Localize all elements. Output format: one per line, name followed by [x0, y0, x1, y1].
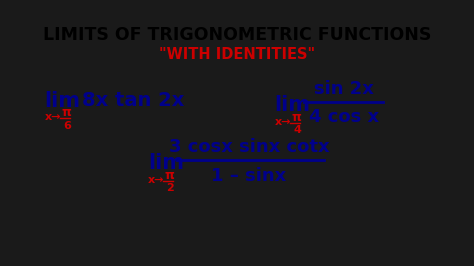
Text: 6: 6	[63, 121, 71, 131]
Text: x→: x→	[275, 117, 291, 127]
Text: LIMITS OF TRIGONOMETRIC FUNCTIONS: LIMITS OF TRIGONOMETRIC FUNCTIONS	[43, 26, 431, 44]
Text: "WITH IDENTITIES": "WITH IDENTITIES"	[159, 47, 315, 62]
Text: lim: lim	[148, 153, 184, 173]
Text: x→: x→	[45, 112, 61, 122]
Text: 3 cosx sinx cotx: 3 cosx sinx cotx	[169, 138, 329, 156]
Text: x→: x→	[148, 175, 164, 185]
Text: 4 cos x: 4 cos x	[309, 108, 379, 126]
Text: π: π	[61, 106, 71, 119]
Text: 1 – sinx: 1 – sinx	[211, 167, 287, 185]
Text: 2: 2	[166, 183, 174, 193]
Text: lim: lim	[45, 91, 81, 111]
Text: 4: 4	[293, 125, 301, 135]
Text: π: π	[164, 169, 174, 182]
Text: sin 2x: sin 2x	[314, 80, 374, 98]
Text: 8x tan 2x: 8x tan 2x	[82, 91, 184, 110]
Text: π: π	[292, 111, 301, 124]
Text: lim: lim	[275, 95, 311, 115]
